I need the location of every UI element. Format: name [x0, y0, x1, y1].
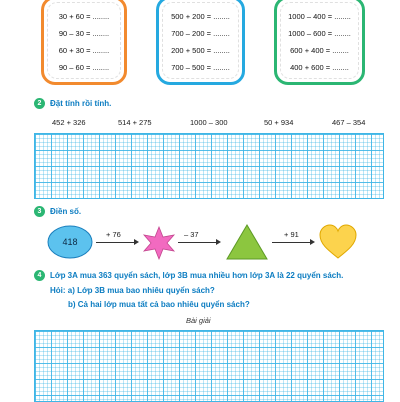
- calc-box-1: 30 + 60 = ........ 90 – 30 = ........ 60…: [41, 0, 127, 85]
- box-border-decoration: [162, 2, 239, 79]
- arrow-right-icon: [216, 239, 221, 245]
- equation: 90 – 60 = ........: [58, 63, 110, 72]
- equation: 1000 – 400 = ........: [288, 12, 351, 21]
- arrow-line: [272, 242, 312, 243]
- equation: 30 + 60 = ........: [58, 12, 110, 21]
- start-value: 418: [62, 237, 78, 247]
- box-border-decoration: [280, 2, 359, 79]
- arrow-right-icon: [310, 239, 315, 245]
- calc-box-2: 500 + 200 = ........ 700 – 200 = .......…: [156, 0, 245, 85]
- expression: 50 + 934: [264, 118, 294, 127]
- triangle-icon[interactable]: [226, 224, 268, 260]
- expression: 1000 – 300: [190, 118, 228, 127]
- arrow-line: [96, 242, 136, 243]
- calc-box-3: 1000 – 400 = ........ 1000 – 600 = .....…: [274, 0, 365, 85]
- equation: 600 + 400 = ........: [290, 46, 349, 55]
- arrow-line: [178, 242, 218, 243]
- heart-icon[interactable]: [318, 224, 358, 260]
- equation: 200 + 500 = ........: [171, 46, 230, 55]
- question-b: b) Cả hai lớp mua tất cả bao nhiêu quyển…: [68, 300, 250, 309]
- question-number-3: 3: [34, 206, 45, 217]
- answer-grid-section-4[interactable]: [34, 330, 384, 402]
- operation-label: + 91: [284, 230, 299, 239]
- question-number-4: 4: [34, 270, 45, 281]
- equation: 700 – 200 = ........: [171, 29, 230, 38]
- equation: 1000 – 600 = ........: [288, 29, 351, 38]
- equation: 700 – 500 = ........: [171, 63, 230, 72]
- ellipse-icon: [47, 225, 93, 259]
- expression: 452 + 326: [52, 118, 86, 127]
- question-a: Hỏi: a) Lớp 3B mua bao nhiêu quyển sách?: [50, 286, 215, 295]
- question-3-title: Điền số.: [50, 207, 82, 216]
- equation: 400 + 600 = ........: [290, 63, 349, 72]
- answer-grid-section-2[interactable]: [34, 133, 384, 199]
- question-2-title: Đặt tính rồi tính.: [50, 99, 112, 108]
- expression: 514 + 275: [118, 118, 152, 127]
- problem-statement: Lớp 3A mua 363 quyển sách, lớp 3B mua nh…: [50, 271, 344, 280]
- equation: 500 + 200 = ........: [171, 12, 230, 21]
- expression: 467 – 354: [332, 118, 366, 127]
- solution-label: Bài giải: [186, 316, 211, 325]
- star-icon[interactable]: [142, 226, 176, 260]
- operation-label: – 37: [184, 230, 199, 239]
- box-border-decoration: [47, 2, 121, 79]
- arrow-right-icon: [134, 239, 139, 245]
- question-number-2: 2: [34, 98, 45, 109]
- equation: 60 + 30 = ........: [58, 46, 110, 55]
- equation: 90 – 30 = ........: [58, 29, 110, 38]
- operation-label: + 76: [106, 230, 121, 239]
